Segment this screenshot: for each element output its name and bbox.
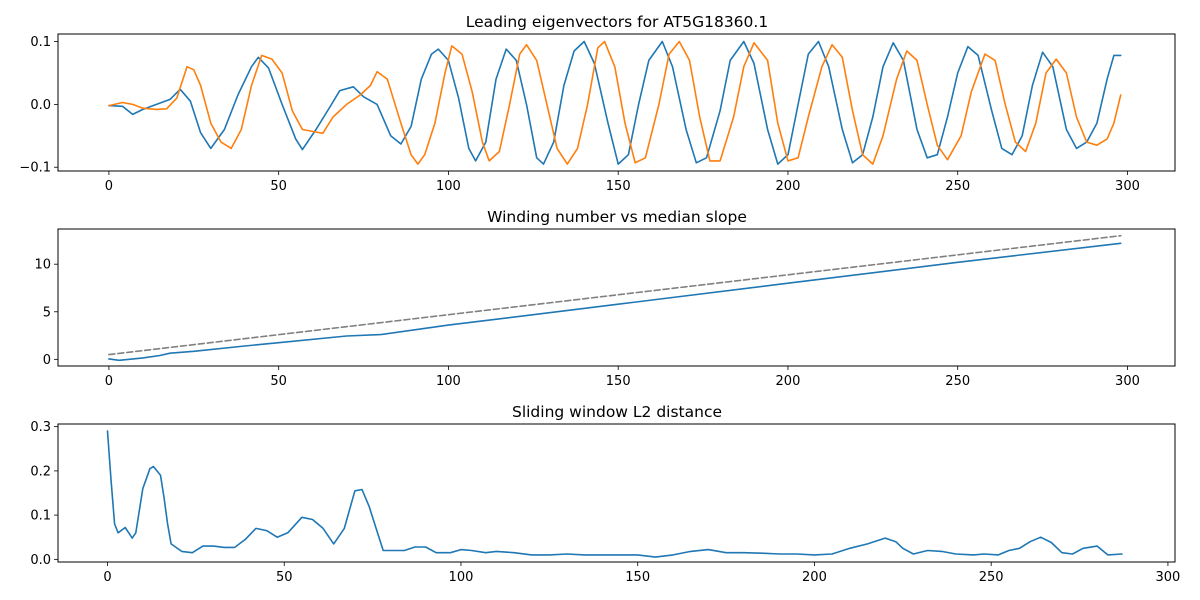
x-tick-label: 150 — [606, 374, 631, 389]
x-tick-label: 200 — [776, 374, 801, 389]
panel-leading-eigenvectors: Leading eigenvectors for AT5G18360.1 0 50… — [19, 13, 1176, 194]
x-tick-label: 200 — [776, 179, 801, 194]
panel-winding-number: Winding number vs median slope 0 50 100 150… — [34, 208, 1176, 389]
x-tick-label: 0 — [105, 179, 113, 194]
x-tick-label: 100 — [449, 570, 474, 585]
panel-l2-distance: Sliding window L2 distance 0 50 100 150 200 2… — [30, 403, 1180, 585]
x-tick-label: 0 — [105, 374, 113, 389]
x-tick-label: 200 — [802, 570, 827, 585]
x-tick-label: 250 — [945, 179, 970, 194]
panel-title: Leading eigenvectors for AT5G18360.1 — [466, 13, 768, 31]
series-group — [108, 40, 1122, 165]
series-line-2 — [108, 234, 1122, 356]
y-tick-label: 0.1 — [30, 509, 51, 524]
x-tick-label: 50 — [270, 374, 287, 389]
series-line-1 — [108, 40, 1122, 165]
x-tick-label: 0 — [103, 570, 111, 585]
axes-frame — [57, 228, 1176, 367]
y-tick-label: 0.2 — [30, 464, 51, 479]
axes-frame — [57, 33, 1176, 172]
y-tick-label: 0 — [43, 353, 51, 368]
x-tick-label: 50 — [276, 570, 293, 585]
x-tick-label: 250 — [979, 570, 1004, 585]
x-tick-label: 300 — [1115, 374, 1140, 389]
y-tick-label: 0.3 — [30, 420, 51, 435]
y-tick-label: 5 — [43, 305, 51, 320]
y-tick-label: −0.1 — [19, 161, 51, 176]
series-line-2 — [108, 40, 1122, 165]
y-tick-label: 0.0 — [30, 98, 51, 113]
y-tick-label: 0.0 — [30, 553, 51, 568]
x-tick-label: 150 — [606, 179, 631, 194]
panel-title: Winding number vs median slope — [487, 208, 747, 226]
series-group — [108, 234, 1122, 362]
x-tick-label: 300 — [1115, 179, 1140, 194]
x-tick-label: 300 — [1156, 570, 1181, 585]
y-tick-label: 0.1 — [30, 35, 51, 50]
x-tick-label: 250 — [945, 374, 970, 389]
x-tick-label: 50 — [270, 179, 287, 194]
x-tick-label: 100 — [436, 374, 461, 389]
panel-title: Sliding window L2 distance — [512, 403, 722, 421]
x-tick-label: 150 — [625, 570, 650, 585]
series-line-1 — [106, 430, 1123, 558]
y-tick-label: 10 — [34, 258, 51, 273]
series-line-1 — [108, 242, 1122, 362]
axes-frame — [57, 423, 1176, 563]
x-tick-label: 100 — [436, 179, 461, 194]
series-group — [106, 430, 1123, 558]
